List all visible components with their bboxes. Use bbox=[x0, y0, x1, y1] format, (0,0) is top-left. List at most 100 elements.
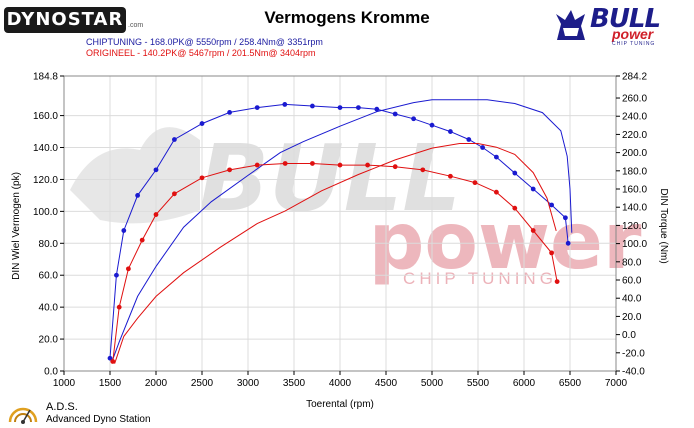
y-right-tick-label: -40.0 bbox=[622, 367, 645, 378]
watermark-bull-shape bbox=[70, 127, 200, 224]
chiptuning-power-point bbox=[480, 145, 485, 150]
tick-labels: 1000 1500 2000 2500 3000 3500 4000 4500 5000 5500… bbox=[33, 72, 647, 390]
origineel-power-point bbox=[472, 180, 478, 186]
y-left-tick-label: 160.0 bbox=[33, 111, 58, 122]
origineel-power-point bbox=[172, 191, 177, 197]
origineel-power-point bbox=[337, 162, 343, 168]
y-right-tick-label: 80.0 bbox=[622, 257, 642, 268]
x-tick-label: 2000 bbox=[145, 378, 168, 389]
origineel-power-point bbox=[139, 237, 145, 243]
chiptuning-power-line bbox=[109, 103, 569, 359]
chiptuning-power-point bbox=[466, 137, 472, 142]
x-tick-label: 2500 bbox=[191, 378, 214, 389]
origineel-power-point bbox=[199, 175, 205, 181]
dynostar-logo-text: DYNOSTAR bbox=[6, 9, 124, 30]
chiptuning-power-point bbox=[392, 111, 398, 117]
chiptuning-power-point bbox=[448, 129, 453, 134]
chiptuning-power-point bbox=[199, 121, 205, 126]
chiptuning-power-point bbox=[374, 106, 380, 112]
y-right-tick-label: 0.0 bbox=[622, 330, 636, 341]
chart-title: Vermogens Kromme bbox=[264, 8, 430, 27]
y-left-tick-label: 184.8 bbox=[33, 72, 58, 83]
legend-chiptuning: CHIPTUNING - 168.0PK@ 5550rpm / 258.4Nm@… bbox=[86, 37, 323, 47]
chiptuning-power-point bbox=[153, 167, 159, 173]
origineel-power-point bbox=[392, 164, 398, 170]
x-tick-label: 3000 bbox=[237, 378, 260, 389]
y-right-tick-label: 200.0 bbox=[622, 148, 647, 159]
chiptuning-power-point bbox=[172, 137, 177, 142]
station-full-name: Advanced Dyno Station bbox=[46, 414, 151, 425]
bull-power-logo-bull: BULL bbox=[590, 4, 661, 34]
y-left-tick-label: 40.0 bbox=[39, 303, 59, 314]
x-tick-label: 5500 bbox=[467, 378, 490, 389]
y-right-tick-label: 100.0 bbox=[622, 239, 647, 250]
x-axis-label: Toerental (rpm) bbox=[306, 399, 374, 410]
origineel-power-point bbox=[554, 279, 560, 285]
chiptuning-power-point bbox=[254, 105, 260, 111]
y-right-tick-label: -20.0 bbox=[622, 348, 645, 359]
dynostar-logo: DYNOSTAR bbox=[4, 7, 126, 33]
ads-logo-icon bbox=[8, 407, 38, 424]
x-tick-label: 4000 bbox=[329, 378, 352, 389]
origineel-power-point bbox=[448, 173, 453, 179]
chiptuning-power-point bbox=[107, 355, 113, 361]
origineel-power-point bbox=[227, 167, 233, 173]
chiptuning-power-point bbox=[565, 240, 571, 246]
watermark-chip-text: CHIP TUNING bbox=[403, 269, 557, 288]
x-tick-label: 3500 bbox=[283, 378, 306, 389]
chiptuning-power-point bbox=[530, 186, 536, 192]
y-right-tick-label: 240.0 bbox=[622, 112, 647, 123]
y-right-tick-label: 60.0 bbox=[622, 276, 642, 287]
y-right-tick-label: 40.0 bbox=[622, 294, 642, 305]
chiptuning-power-point bbox=[282, 102, 288, 107]
chiptuning-power-point bbox=[135, 193, 141, 198]
origineel-power-line bbox=[112, 163, 558, 362]
y-right-tick-label: 120.0 bbox=[622, 221, 647, 232]
chiptuning-power-point bbox=[494, 154, 499, 160]
bull-power-logo-power: power bbox=[612, 26, 654, 42]
y-right-tick-label: 260.0 bbox=[622, 94, 647, 105]
x-tick-label: 6000 bbox=[513, 378, 536, 389]
y-left-tick-label: 100.0 bbox=[33, 207, 58, 218]
chiptuning-power-point bbox=[310, 103, 315, 109]
x-tick-label: 6500 bbox=[559, 378, 582, 389]
origineel-power-point bbox=[365, 162, 370, 168]
y-axis-right-label: DIN Torque (Nm) bbox=[658, 188, 669, 263]
chiptuning-power-point bbox=[411, 116, 416, 122]
chiptuning-power-point bbox=[356, 105, 361, 111]
watermark-bull-text: BULL bbox=[199, 125, 461, 232]
chiptuning-power-point bbox=[549, 202, 554, 208]
origineel-power-point bbox=[125, 266, 131, 272]
y-left-tick-label: 80.0 bbox=[39, 239, 59, 250]
origineel-power-point bbox=[494, 189, 499, 195]
watermark-power-text: power bbox=[369, 197, 642, 287]
chiptuning-torque-line bbox=[111, 99, 573, 363]
y-axis-left-label: DIN Wiel Vermogen (pk) bbox=[11, 172, 22, 280]
y-right-tick-label: 180.0 bbox=[622, 166, 647, 177]
origineel-torque-line bbox=[114, 143, 557, 364]
legend-origineel: ORIGINEEL - 140.2PK@ 5467rpm / 201.5Nm@ … bbox=[86, 48, 316, 58]
origineel-power-point bbox=[512, 205, 518, 211]
chiptuning-power-point bbox=[512, 170, 518, 176]
x-tick-label: 5000 bbox=[421, 378, 444, 389]
station-name: A.D.S. bbox=[46, 401, 78, 413]
origineel-power-point bbox=[282, 161, 288, 166]
y-right-tick-label: 284.2 bbox=[622, 72, 647, 83]
y-right-tick-label: 220.0 bbox=[622, 130, 647, 141]
chiptuning-power-point bbox=[563, 215, 568, 221]
chiptuning-power-point bbox=[337, 105, 343, 111]
y-right-tick-label: 20.0 bbox=[622, 312, 642, 323]
x-tick-label: 1000 bbox=[53, 378, 76, 389]
x-tick-label: 4500 bbox=[375, 378, 398, 389]
y-left-tick-label: 140.0 bbox=[33, 143, 58, 154]
dynostar-logo-suffix: .com bbox=[128, 22, 144, 29]
bull-power-logo-chip: CHIP TUNING bbox=[612, 41, 656, 47]
y-left-tick-label: 20.0 bbox=[39, 335, 59, 346]
x-tick-label: 7000 bbox=[605, 378, 628, 389]
chiptuning-power-point bbox=[114, 272, 119, 278]
y-left-tick-label: 120.0 bbox=[33, 175, 58, 186]
y-left-tick-label: 60.0 bbox=[39, 271, 59, 282]
origineel-power-point bbox=[116, 304, 122, 310]
origineel-power-point bbox=[110, 359, 116, 364]
